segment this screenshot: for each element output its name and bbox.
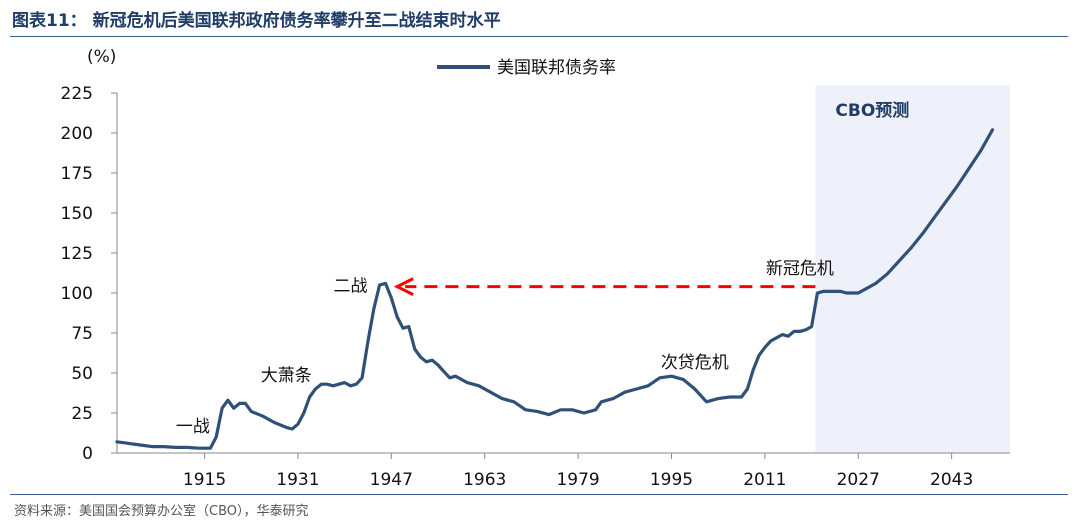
y-tick-label: 150 (61, 204, 93, 224)
footer-rule (10, 494, 1068, 495)
x-tick-label: 1915 (183, 470, 226, 490)
y-tick-label: 175 (61, 164, 93, 184)
y-tick-label: 75 (71, 324, 93, 344)
y-tick-label: 225 (61, 84, 93, 104)
x-tick-label: 1979 (556, 470, 599, 490)
forecast-band (815, 85, 1010, 453)
annotation-label: 次贷危机 (661, 353, 729, 373)
source-note: 资料来源：美国国会预算办公室（CBO），华泰研究 (14, 504, 309, 519)
annotation-label: 新冠危机 (766, 259, 834, 279)
y-tick-label: 50 (71, 364, 93, 384)
series-line-debt-ratio (115, 128, 995, 450)
y-tick-label: 125 (61, 244, 93, 264)
legend-label: 美国联邦债务率 (497, 58, 616, 78)
forecast-label: CBO预测 (835, 100, 909, 121)
legend: 美国联邦债务率 (437, 58, 616, 78)
title-rule (10, 36, 1068, 37)
reference-arrow (393, 277, 816, 296)
x-tick-label: 2027 (837, 470, 880, 490)
arrow-head (393, 277, 414, 296)
y-tick-label: 0 (82, 444, 93, 464)
figure-title: 图表11： 新冠危机后美国联邦政府债务率攀升至二战结束时水平 (12, 11, 501, 31)
y-axis: 0 25 50 75 100 125 150 175 200 225 (61, 84, 117, 464)
annotation-label: 二战 (333, 276, 367, 296)
x-tick-label: 2043 (930, 470, 973, 490)
y-tick-label: 200 (61, 124, 93, 144)
x-tick-label: 1931 (276, 470, 319, 490)
x-tick-label: 1995 (650, 470, 693, 490)
x-tick-label: 2011 (743, 470, 786, 490)
y-axis-label: (%) (87, 47, 116, 67)
x-tick-label: 1963 (463, 470, 506, 490)
y-tick-label: 25 (71, 404, 93, 424)
annotation-label: 大萧条 (261, 366, 312, 386)
annotation-label: 一战 (176, 417, 210, 437)
y-tick-label: 100 (61, 284, 93, 304)
x-axis: 1915 1931 1947 1963 1979 1995 2011 2027 2043 (183, 453, 973, 490)
x-tick-label: 1947 (370, 470, 413, 490)
